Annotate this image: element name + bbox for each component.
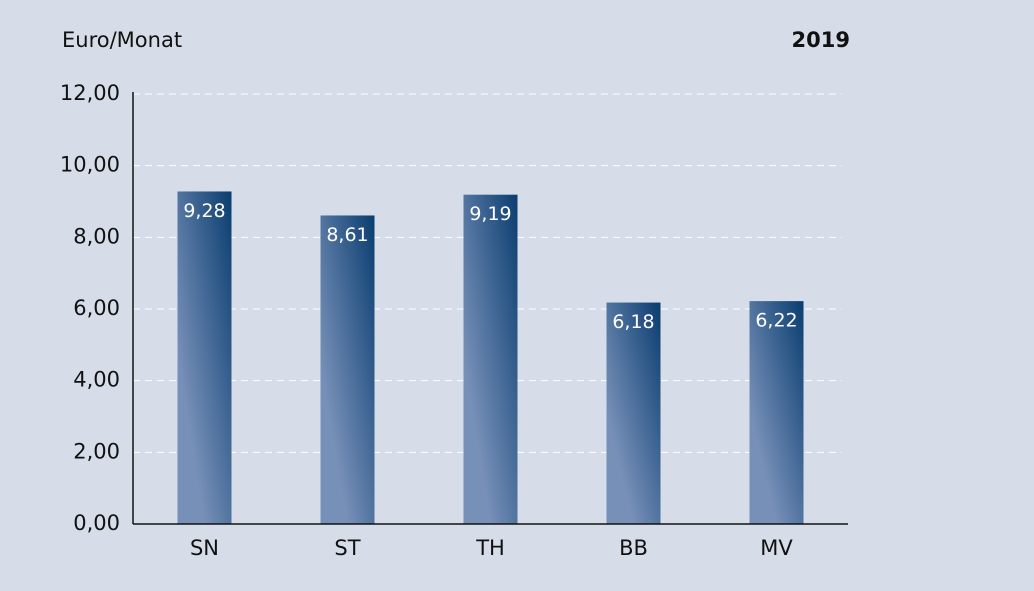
y-tick-label: 4,00	[73, 368, 120, 392]
y-tick-label: 2,00	[73, 439, 120, 463]
y-tick-label: 10,00	[60, 153, 120, 177]
x-tick-label: MV	[760, 536, 793, 560]
y-axis-label: Euro/Monat	[62, 28, 182, 52]
bar	[320, 215, 375, 524]
x-tick-label: SN	[190, 536, 219, 560]
x-tick-label: ST	[334, 536, 360, 560]
data-label: 8,61	[326, 224, 368, 246]
bar	[463, 194, 518, 525]
data-label: 9,28	[183, 200, 225, 222]
bar	[606, 302, 661, 524]
bar	[177, 191, 232, 524]
y-tick-label: 12,00	[60, 81, 120, 105]
x-tick-label: TH	[475, 536, 505, 560]
y-tick-label: 0,00	[73, 511, 120, 535]
data-label: 9,19	[469, 203, 511, 225]
data-label: 6,22	[755, 310, 797, 332]
y-tick-label: 6,00	[73, 296, 120, 320]
bar	[749, 301, 804, 524]
y-tick-label: 8,00	[73, 224, 120, 248]
x-tick-label: BB	[619, 536, 648, 560]
annotation: 2019	[792, 28, 850, 52]
data-label: 6,18	[612, 311, 654, 333]
